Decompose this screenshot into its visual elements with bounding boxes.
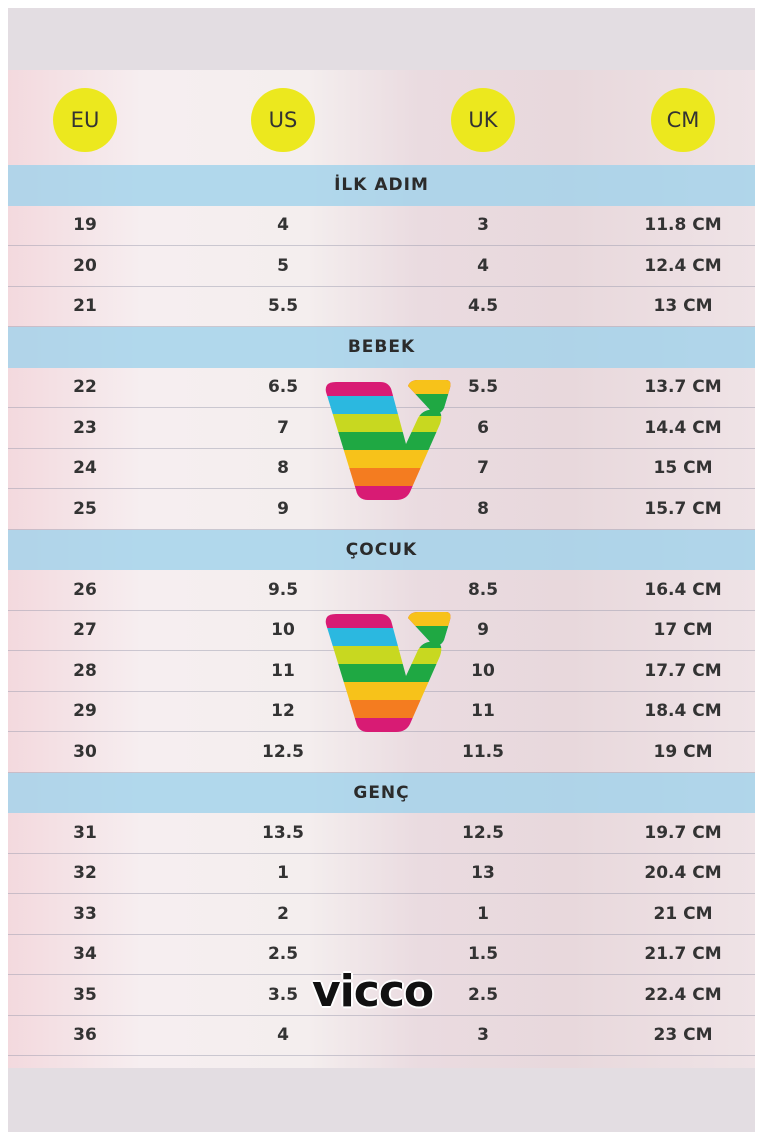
cell-uk: 1 [477, 903, 489, 924]
cell-us: 2.5 [267, 944, 299, 965]
cell-us: 4 [277, 1025, 289, 1046]
table-row: 31 13.5 12.5 19.7 CM [8, 813, 755, 854]
section-header: GENÇ [8, 772, 755, 813]
cell-cm: 17 CM [653, 620, 713, 641]
table-row: 33 2 1 21 CM [8, 894, 755, 935]
cell-uk: 4.5 [467, 296, 499, 317]
column-header-us: US [251, 88, 315, 152]
cell-eu: 26 [73, 579, 97, 600]
cell-cm: 15 CM [653, 458, 713, 479]
cell-eu: 25 [73, 498, 97, 519]
cell-us: 6.5 [267, 377, 299, 398]
table-row: 34 2.5 1.5 21.7 CM [8, 935, 755, 975]
cell-us: 12.5 [262, 741, 304, 762]
cell-uk: 3 [477, 1025, 489, 1046]
cell-uk: 2.5 [467, 984, 499, 1005]
cell-uk: 6 [477, 417, 489, 438]
column-header-eu: EU [53, 88, 117, 152]
cell-eu: 21 [73, 296, 97, 317]
cell-us: 5.5 [267, 296, 299, 317]
cell-uk: 7 [477, 458, 489, 479]
cell-cm: 23 CM [653, 1025, 713, 1046]
cell-eu: 19 [73, 215, 97, 236]
cell-eu: 32 [73, 863, 97, 884]
cell-uk: 1.5 [467, 944, 499, 965]
cell-uk: 9 [477, 620, 489, 641]
cell-uk: 4 [477, 255, 489, 276]
cell-us: 12 [271, 701, 295, 722]
cell-us: 9 [277, 498, 289, 519]
cell-eu: 29 [73, 701, 97, 722]
cell-eu: 34 [73, 944, 97, 965]
cell-cm: 11.8 CM [644, 215, 722, 236]
cell-eu: 30 [73, 741, 97, 762]
column-header-cm: CM [651, 88, 715, 152]
cell-eu: 28 [73, 660, 97, 681]
cell-cm: 14.4 CM [644, 417, 722, 438]
table-row: 19 4 3 11.8 CM [8, 206, 755, 246]
table-row: 25 9 8 15.7 CM [8, 489, 755, 530]
cell-eu: 20 [73, 255, 97, 276]
cell-us: 13.5 [262, 822, 304, 843]
cell-eu: 27 [73, 620, 97, 641]
cell-us: 11 [271, 660, 295, 681]
cell-us: 5 [277, 255, 289, 276]
cell-eu: 23 [73, 417, 97, 438]
cell-eu: 22 [73, 377, 97, 398]
cell-uk: 10 [471, 660, 495, 681]
cell-cm: 13.7 CM [644, 377, 722, 398]
cell-uk: 3 [477, 215, 489, 236]
table-row: 36 4 3 23 CM [8, 1016, 755, 1056]
cell-uk: 8 [477, 498, 489, 519]
cell-cm: 19.7 CM [644, 822, 722, 843]
table-row: 30 12.5 11.5 19 CM [8, 732, 755, 773]
table-row: 21 5.5 4.5 13 CM [8, 287, 755, 327]
cell-uk: 5.5 [467, 377, 499, 398]
cell-cm: 22.4 CM [644, 984, 722, 1005]
section-header: ÇOCUK [8, 529, 755, 570]
cell-eu: 36 [73, 1025, 97, 1046]
cell-eu: 31 [73, 822, 97, 843]
cell-cm: 21.7 CM [644, 944, 722, 965]
cell-cm: 13 CM [653, 296, 713, 317]
rainbow-v-logo-icon [325, 380, 451, 500]
cell-cm: 16.4 CM [644, 579, 722, 600]
cell-eu: 24 [73, 458, 97, 479]
cell-eu: 35 [73, 984, 97, 1005]
cell-uk: 12.5 [462, 822, 504, 843]
section-header: İLK ADIM [8, 165, 755, 206]
table-row: 26 9.5 8.5 16.4 CM [8, 570, 755, 611]
cell-us: 10 [271, 620, 295, 641]
table-row: 20 5 4 12.4 CM [8, 246, 755, 287]
table-row: 32 1 13 20.4 CM [8, 854, 755, 894]
cell-cm: 17.7 CM [644, 660, 722, 681]
cell-cm: 19 CM [653, 741, 713, 762]
rainbow-v-logo-icon [325, 612, 451, 732]
column-header-uk: UK [451, 88, 515, 152]
cell-eu: 33 [73, 903, 97, 924]
cell-us: 7 [277, 417, 289, 438]
cell-uk: 13 [471, 863, 495, 884]
section-header: BEBEK [8, 327, 755, 368]
cell-uk: 11.5 [462, 741, 504, 762]
cell-uk: 11 [471, 701, 495, 722]
cell-cm: 18.4 CM [644, 701, 722, 722]
cell-us: 1 [277, 863, 289, 884]
cell-us: 9.5 [267, 579, 299, 600]
size-table: İLK ADIM 19 4 3 11.8 CM 20 5 4 12.4 CM 21 5.5 4.5 13… [8, 165, 755, 1056]
cell-cm: 15.7 CM [644, 498, 722, 519]
brand-wordmark: vicco [312, 966, 434, 1017]
cell-us: 2 [277, 903, 289, 924]
cell-cm: 12.4 CM [644, 255, 722, 276]
cell-us: 3.5 [267, 984, 299, 1005]
cell-us: 8 [277, 458, 289, 479]
cell-cm: 20.4 CM [644, 863, 722, 884]
cell-us: 4 [277, 215, 289, 236]
table-row: 35 3.5 2.5 22.4 CM [8, 975, 755, 1016]
cell-cm: 21 CM [653, 903, 713, 924]
cell-uk: 8.5 [467, 579, 499, 600]
